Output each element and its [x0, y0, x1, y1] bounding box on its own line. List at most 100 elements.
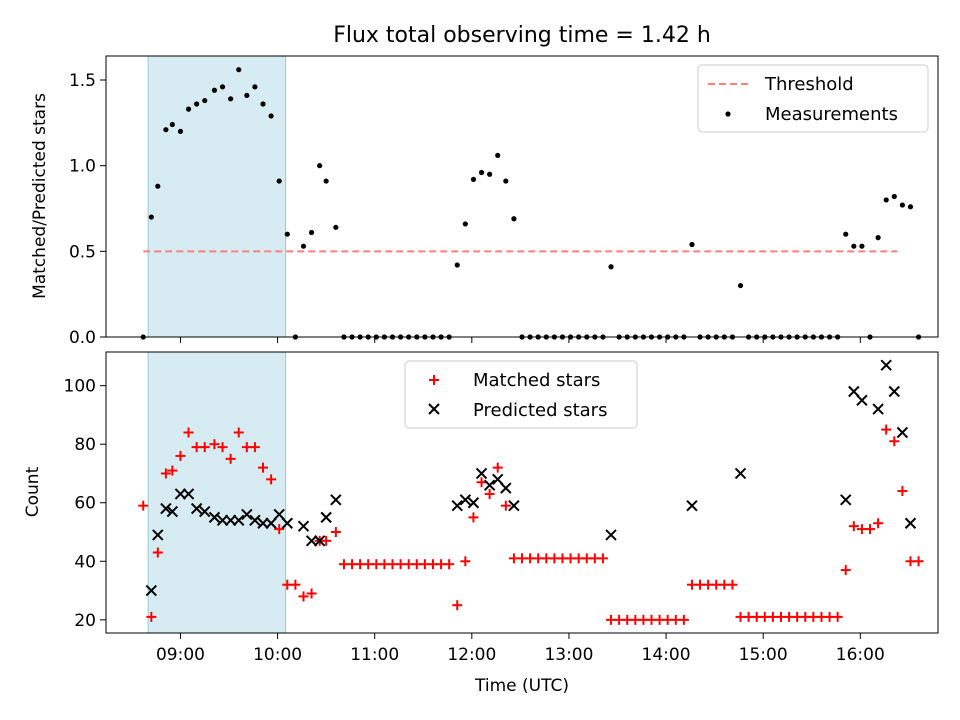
predicted-star-point	[152, 529, 164, 541]
matched-star-point	[183, 427, 194, 438]
matched-star-point	[146, 611, 157, 622]
measurement-point	[503, 178, 509, 184]
predicted-star-point	[190, 502, 203, 515]
predicted-star-point	[166, 505, 179, 518]
predicted-star-point	[320, 511, 332, 524]
measurement-point	[236, 67, 242, 73]
predicted-star-point	[483, 479, 496, 491]
predicted-star-point	[265, 517, 277, 529]
measurement-point	[487, 171, 493, 177]
top-legend: Threshold Measurements	[697, 64, 929, 133]
legend-matched-swatch	[429, 375, 439, 385]
measurement-point	[333, 224, 339, 230]
measurement-point	[252, 84, 258, 90]
predicted-star-point	[856, 394, 868, 407]
matched-star-point	[152, 547, 163, 558]
matched-star-point	[321, 535, 332, 546]
matched-star-point	[832, 611, 843, 622]
matched-star-point	[881, 424, 892, 435]
legend-matched-label: Matched stars	[473, 370, 600, 391]
measurement-point	[317, 163, 323, 169]
measurement-point	[875, 235, 881, 241]
matched-star-point	[298, 591, 309, 602]
legend-threshold-label: Threshold	[764, 74, 854, 95]
measurement-point	[689, 241, 695, 248]
predicted-star-point	[451, 499, 463, 512]
predicted-star-point	[475, 467, 488, 480]
top-y-tick-label: 1.5	[69, 71, 96, 91]
measurement-point	[276, 178, 282, 184]
bottom-axes-frame	[105, 351, 939, 634]
matched-star-point	[444, 559, 455, 570]
x-tick-label: 12:00	[447, 645, 496, 665]
matched-star-point	[873, 518, 884, 529]
matched-star-point	[233, 427, 244, 438]
measurement-point	[462, 221, 468, 227]
measurement-point	[470, 176, 477, 182]
top-panel-ratio-chart: Matched/Predicted stars 0.0 0.5 1.0 1.5	[30, 55, 939, 348]
predicted-star-point	[459, 494, 472, 506]
figure-title: Flux total observing time = 1.42 h	[333, 23, 711, 48]
x-tick-label: 14:00	[642, 645, 691, 665]
matched-star-point	[290, 579, 301, 590]
x-tick-label: 13:00	[544, 645, 593, 665]
legend-predicted-swatch	[428, 403, 440, 415]
matched-star-point	[217, 442, 228, 453]
bottom-y-tick-label: 20	[74, 611, 96, 631]
predicted-star-point	[216, 514, 229, 527]
measurement-point	[300, 243, 307, 249]
predicted-star-point	[305, 535, 318, 547]
predicted-star-point	[734, 467, 747, 480]
measurement-point	[219, 84, 226, 90]
x-tick-label: 10:00	[253, 645, 302, 665]
predicted-star-point	[257, 517, 269, 529]
predicted-star-point	[182, 488, 195, 500]
measurement-point	[454, 262, 460, 268]
matched-star-point	[266, 474, 277, 485]
matched-star-point	[468, 512, 479, 523]
matched-star-point	[138, 500, 149, 511]
bottom-panel-count-chart: Count Time (UTC) 09:00 10:00 11:00 12:00 13:…	[23, 351, 939, 696]
x-tick-label: 09:00	[156, 645, 205, 665]
predicted-star-point	[145, 584, 158, 597]
predicted-star-point	[840, 494, 852, 506]
top-highlight-span	[147, 55, 287, 338]
measurement-point	[478, 169, 485, 176]
measurement-point	[851, 243, 857, 249]
matched-star-point	[865, 524, 876, 535]
measurement-point	[843, 231, 849, 237]
predicted-star-point	[273, 508, 285, 521]
matched-star-point	[840, 565, 851, 576]
measurement-point	[260, 101, 266, 107]
x-tick-label: 11:00	[350, 645, 399, 665]
measurement-point	[268, 113, 274, 119]
matched-star-point	[460, 556, 471, 567]
matched-star-point	[500, 500, 511, 511]
bottom-y-axis-label: Count	[23, 466, 43, 517]
measurement-point	[284, 231, 290, 237]
matched-star-point	[727, 579, 738, 590]
measurement-point	[907, 204, 914, 210]
predicted-star-point	[888, 385, 901, 398]
measurement-point	[169, 121, 175, 128]
predicted-star-point	[330, 494, 342, 506]
predicted-star-point	[199, 505, 211, 518]
measurement-point	[228, 96, 234, 102]
predicted-star-point	[904, 517, 917, 529]
predicted-star-point	[896, 426, 909, 439]
matched-star-point	[175, 450, 186, 461]
bottom-x-axis-label: Time (UTC)	[474, 676, 569, 696]
measurement-point	[495, 152, 501, 158]
measurement-point	[155, 183, 161, 189]
measurement-point	[511, 216, 517, 222]
top-y-axis-label: Matched/Predicted stars	[30, 93, 50, 299]
measurement-point	[737, 282, 744, 289]
x-tick-label: 15:00	[739, 645, 788, 665]
measurement-point	[202, 97, 208, 104]
measurement-point	[211, 87, 218, 93]
top-y-tick-label: 1.0	[69, 157, 96, 177]
predicted-star-point	[686, 499, 698, 512]
matched-star-point	[258, 462, 269, 473]
predicted-star-point	[174, 488, 187, 500]
predicted-star-point	[500, 482, 512, 494]
